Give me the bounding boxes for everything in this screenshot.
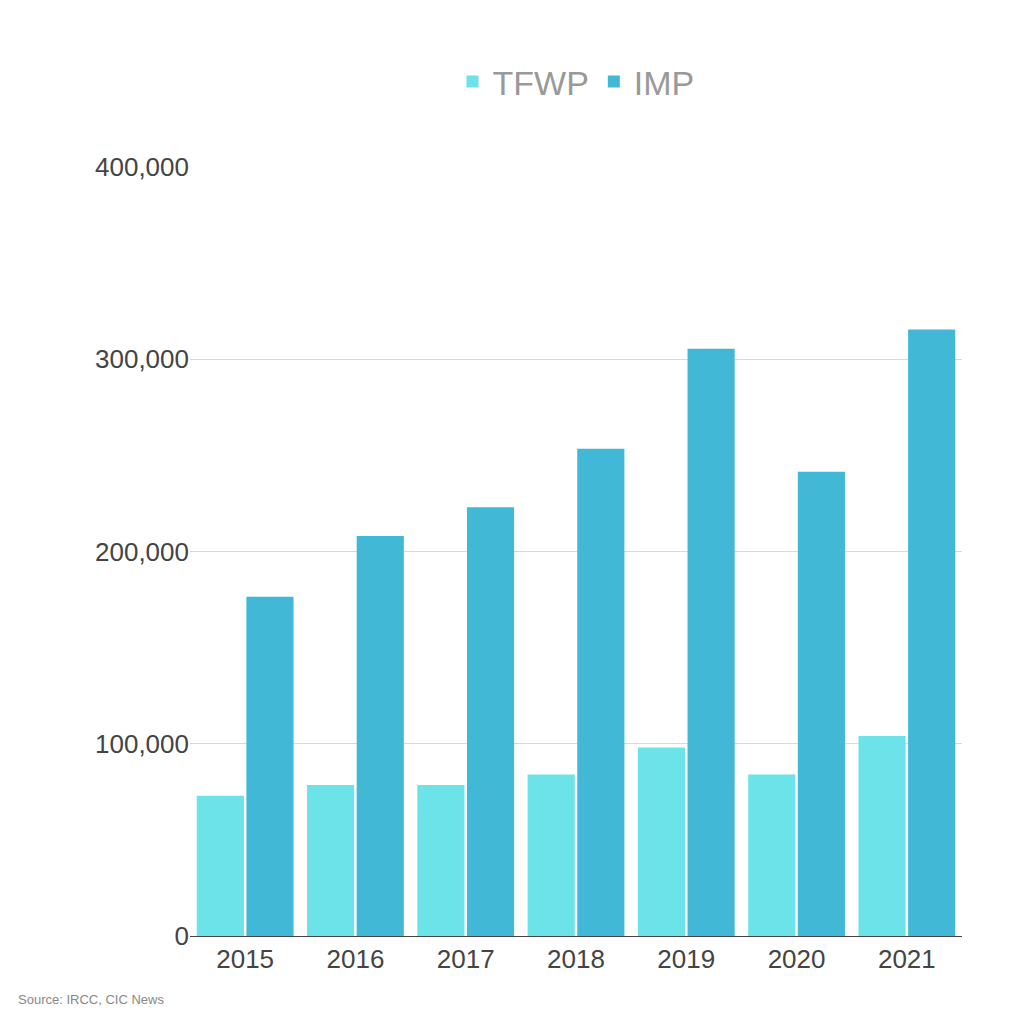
svg-text:200,000: 200,000	[95, 537, 189, 567]
svg-text:2019: 2019	[657, 944, 715, 974]
svg-text:2021: 2021	[878, 944, 936, 974]
svg-text:0: 0	[175, 921, 189, 951]
svg-text:IMP: IMP	[634, 64, 694, 102]
svg-text:300,000: 300,000	[95, 344, 189, 374]
svg-text:2020: 2020	[768, 944, 826, 974]
svg-text:2016: 2016	[327, 944, 385, 974]
svg-text:2015: 2015	[216, 944, 274, 974]
svg-text:400,000: 400,000	[95, 152, 189, 182]
svg-text:Source: IRCC, CIC News: Source: IRCC, CIC News	[18, 992, 164, 1007]
svg-text:100,000: 100,000	[95, 729, 189, 759]
svg-text:TFWP: TFWP	[493, 64, 589, 102]
svg-text:2018: 2018	[547, 944, 605, 974]
svg-text:2017: 2017	[437, 944, 495, 974]
